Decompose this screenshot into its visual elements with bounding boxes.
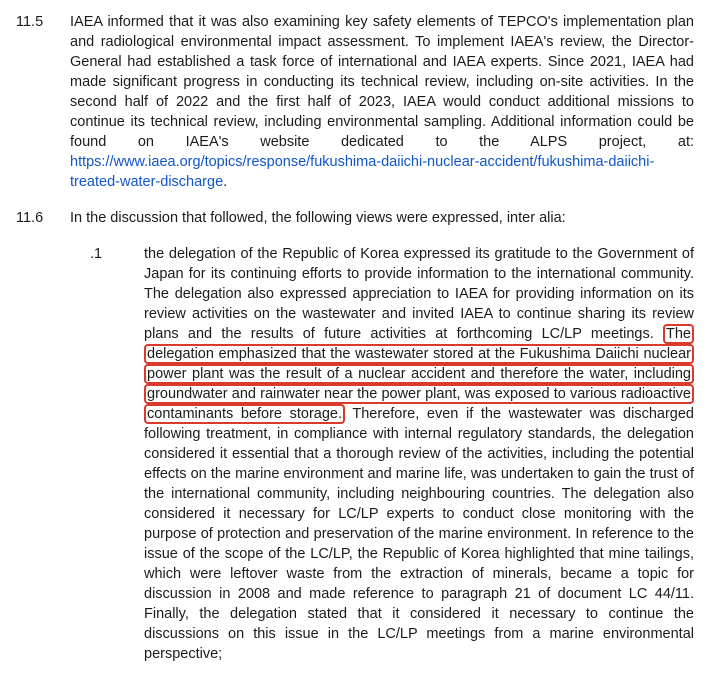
paragraph-number: 11.5 <box>16 12 70 192</box>
paragraph-body: In the discussion that followed, the fol… <box>70 208 694 228</box>
paragraph-11-6: 11.6 In the discussion that followed, th… <box>16 208 694 228</box>
sub-item-number: .1 <box>70 244 144 664</box>
paragraph-number: 11.6 <box>16 208 70 228</box>
sub-item-text-after: Therefore, even if the wastewater was di… <box>144 406 694 662</box>
paragraph-body: IAEA informed that it was also examining… <box>70 12 694 192</box>
link-line-2: treated-water-discharge <box>70 174 223 190</box>
paragraph-11-5: 11.5 IAEA informed that it was also exam… <box>16 12 694 192</box>
link-line-1: https://www.iaea.org/topics/response/fuk… <box>70 154 654 170</box>
sub-item-text-before: the delegation of the Republic of Korea … <box>144 246 694 342</box>
alps-project-link[interactable]: https://www.iaea.org/topics/response/fuk… <box>70 154 654 190</box>
paragraph-text: IAEA informed that it was also examining… <box>70 14 694 150</box>
sub-item-body: the delegation of the Republic of Korea … <box>144 244 694 664</box>
trailing-period: . <box>223 174 227 190</box>
sub-item-1: .1 the delegation of the Republic of Kor… <box>70 244 694 664</box>
